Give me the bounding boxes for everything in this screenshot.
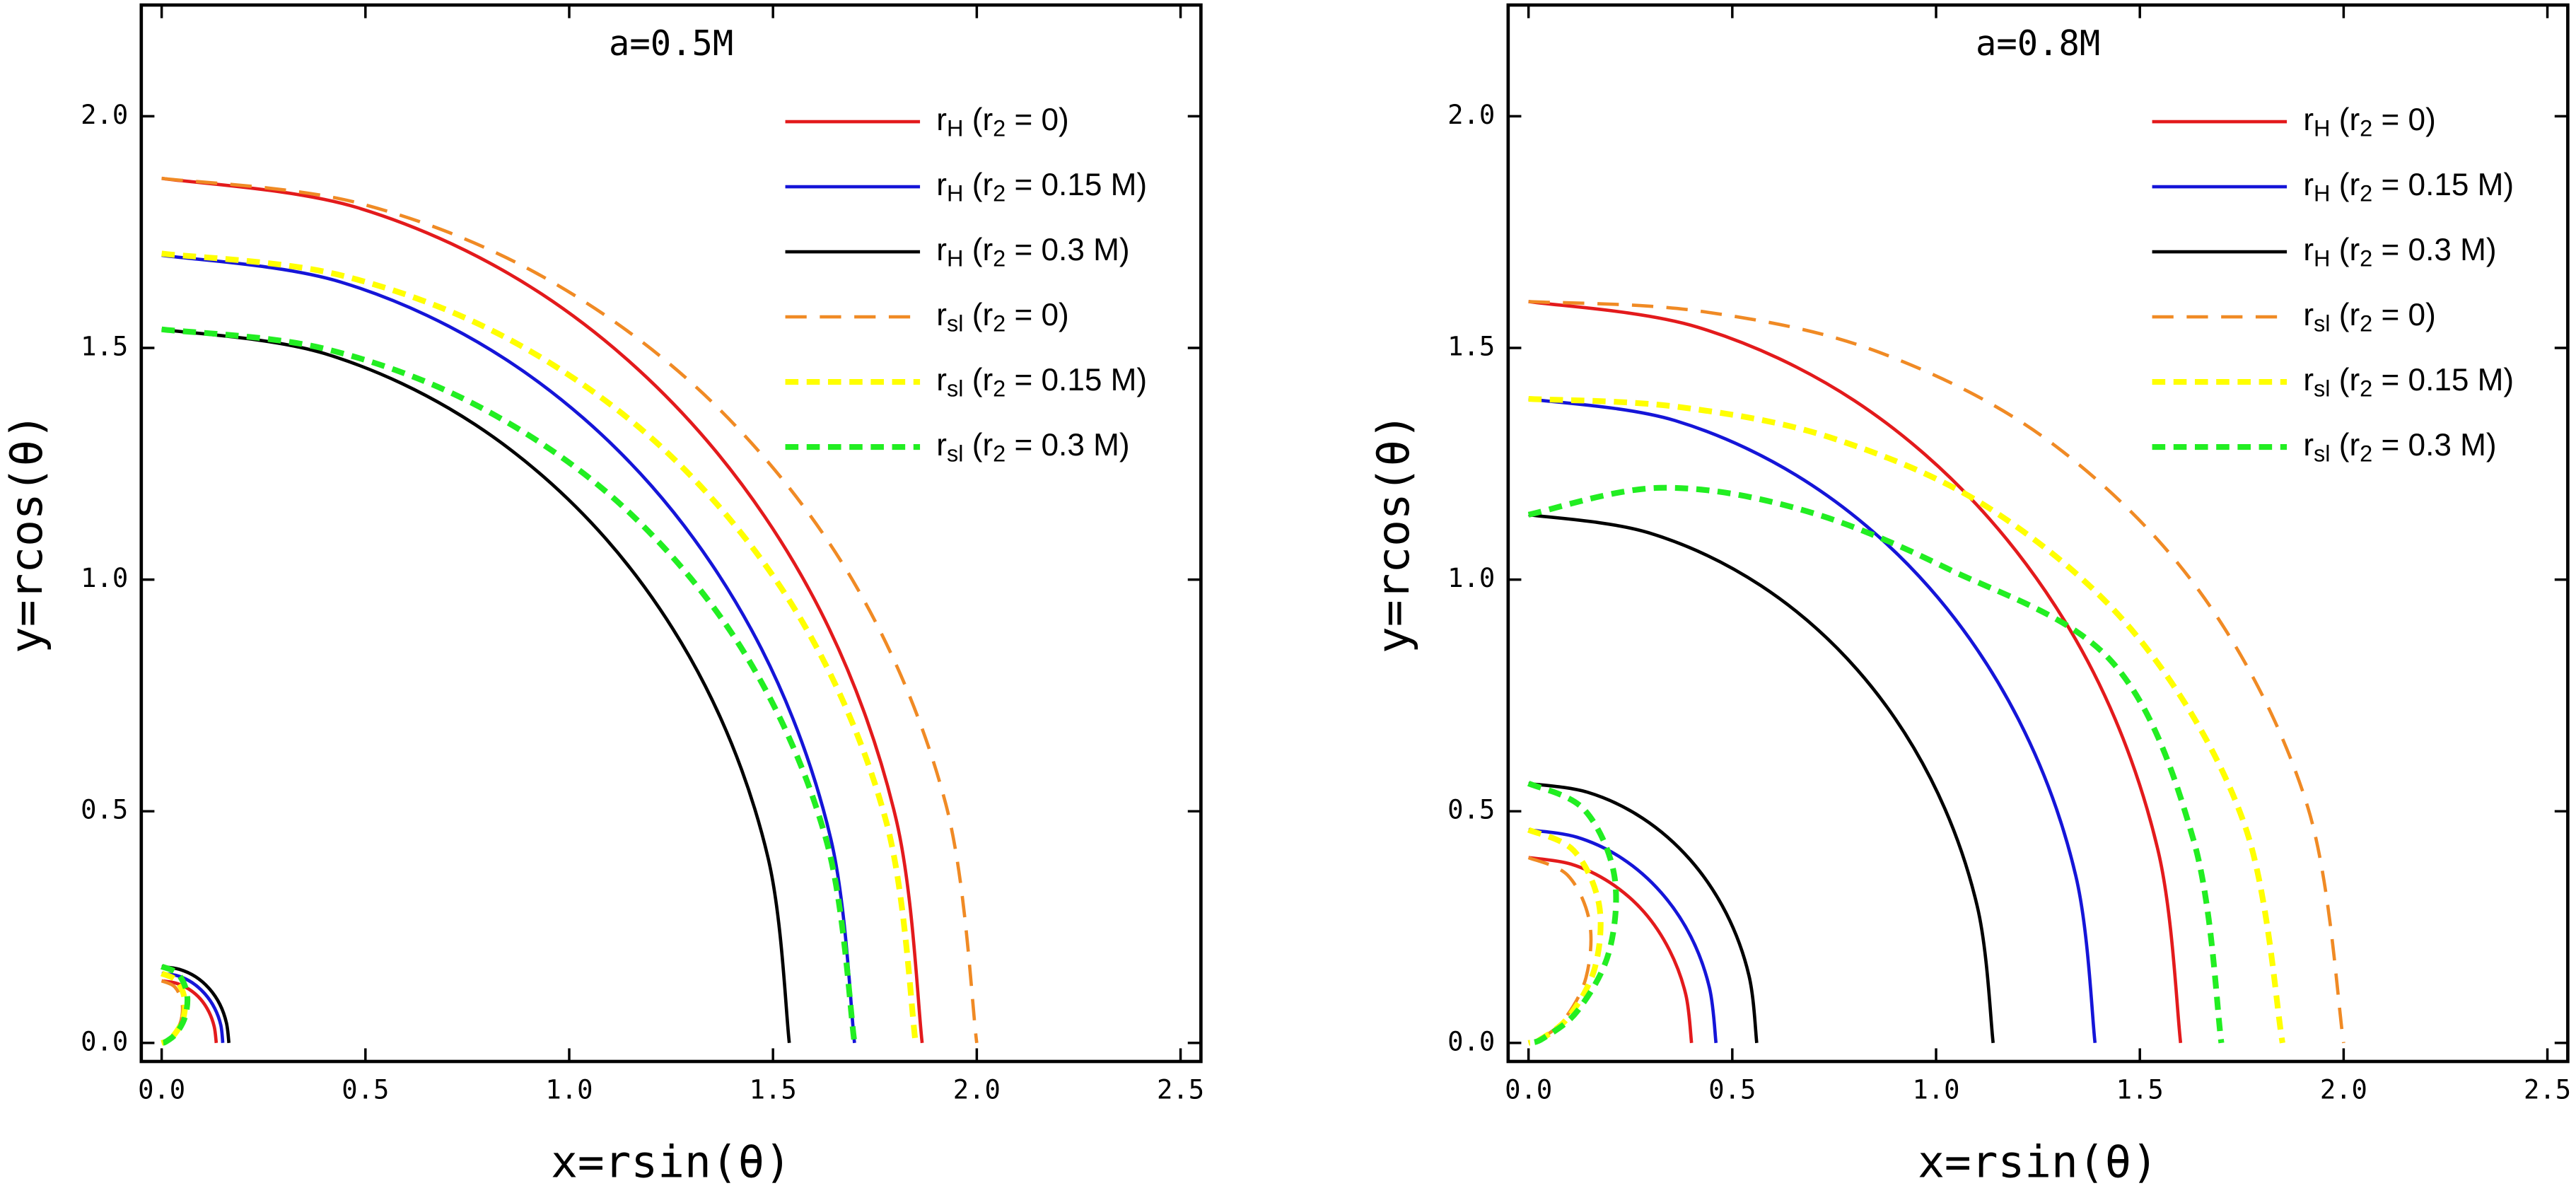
- x-tick-label: 0.0: [1505, 1073, 1552, 1105]
- y-tick-label: 1.5: [1447, 330, 1495, 361]
- y-tick-label: 0.5: [1447, 794, 1495, 825]
- series-line: [161, 176, 924, 1044]
- legend-label: rH (r2 = 0): [936, 103, 1068, 141]
- x-tick-label: 0.5: [1708, 1073, 1756, 1105]
- x-axis-label: x=rsin(θ): [1918, 1136, 2158, 1187]
- legend-label: rH (r2 = 0.15 M): [936, 168, 1147, 206]
- legend-label: rH (r2 = 0.15 M): [2303, 168, 2514, 206]
- y-tick-label: 2.0: [81, 99, 128, 130]
- legend-label: rsl (r2 = 0.3 M): [2303, 428, 2496, 467]
- y-tick-label: 1.0: [1447, 562, 1495, 593]
- x-tick-label: 0.0: [138, 1073, 185, 1105]
- legend-label: rH (r2 = 0.3 M): [936, 233, 1129, 272]
- x-tick-label: 1.0: [1912, 1073, 1959, 1105]
- series-line: [161, 176, 979, 1045]
- x-tick-label: 2.0: [953, 1073, 1001, 1105]
- chart-title: a=0.8M: [1976, 23, 2100, 64]
- panel: 0.0 0.5 1.0 1.5 2.0 2.5 0.0 0.5 1.0 1.5 2.0 a=0.8M x…: [1368, 3, 2571, 1187]
- legend-label: rsl (r2 = 0.3 M): [936, 428, 1129, 467]
- y-tick-label: 0.0: [1447, 1025, 1495, 1057]
- legend-label: rH (r2 = 0): [2303, 103, 2435, 141]
- series-line: [1527, 300, 2345, 1045]
- y-tick-label: 1.5: [81, 330, 128, 361]
- legend-label: rsl (r2 = 0.15 M): [936, 363, 1147, 402]
- series-line: [160, 326, 858, 1046]
- series-group: [1527, 300, 2345, 1046]
- plot-frame: [139, 3, 1203, 1064]
- series-line: [1528, 397, 2097, 1044]
- series-line: [160, 250, 919, 1046]
- x-tick-label: 1.5: [750, 1073, 797, 1105]
- x-tick-label: 2.5: [2524, 1073, 2571, 1105]
- x-tick-label: 2.5: [1157, 1073, 1204, 1105]
- series-line: [161, 253, 856, 1044]
- series-group: [160, 176, 979, 1046]
- y-tick-label: 1.0: [81, 562, 128, 593]
- panel: 0.0 0.5 1.0 1.5 2.0 2.5 0.0 0.5 1.0 1.5 2.0 a=0.5M x…: [1, 3, 1204, 1187]
- x-tick-label: 1.0: [545, 1073, 593, 1105]
- series-line: [161, 327, 791, 1044]
- legend-label: rsl (r2 = 0.15 M): [2303, 363, 2514, 402]
- legend-label: rsl (r2 = 0): [2303, 298, 2435, 337]
- x-tick-label: 0.5: [342, 1073, 389, 1105]
- legend-label: rsl (r2 = 0): [936, 298, 1068, 337]
- series-line: [1528, 300, 2183, 1044]
- x-tick-label: 1.5: [2116, 1073, 2164, 1105]
- series-line: [1527, 484, 2225, 1046]
- x-tick-label: 2.0: [2320, 1073, 2367, 1105]
- chart-title: a=0.5M: [609, 23, 733, 64]
- y-tick-label: 0.0: [81, 1025, 128, 1057]
- y-tick-label: 0.5: [81, 794, 128, 825]
- series-line: [1528, 513, 1995, 1044]
- y-tick-label: 2.0: [1447, 99, 1495, 130]
- y-axis-label: y=rcos(θ): [1368, 413, 1419, 653]
- legend-label: rH (r2 = 0.3 M): [2303, 233, 2496, 272]
- plot-frame: [1506, 3, 2570, 1064]
- series-line: [1527, 395, 2285, 1046]
- x-axis-label: x=rsin(θ): [551, 1136, 791, 1187]
- y-axis-label: y=rcos(θ): [1, 413, 52, 653]
